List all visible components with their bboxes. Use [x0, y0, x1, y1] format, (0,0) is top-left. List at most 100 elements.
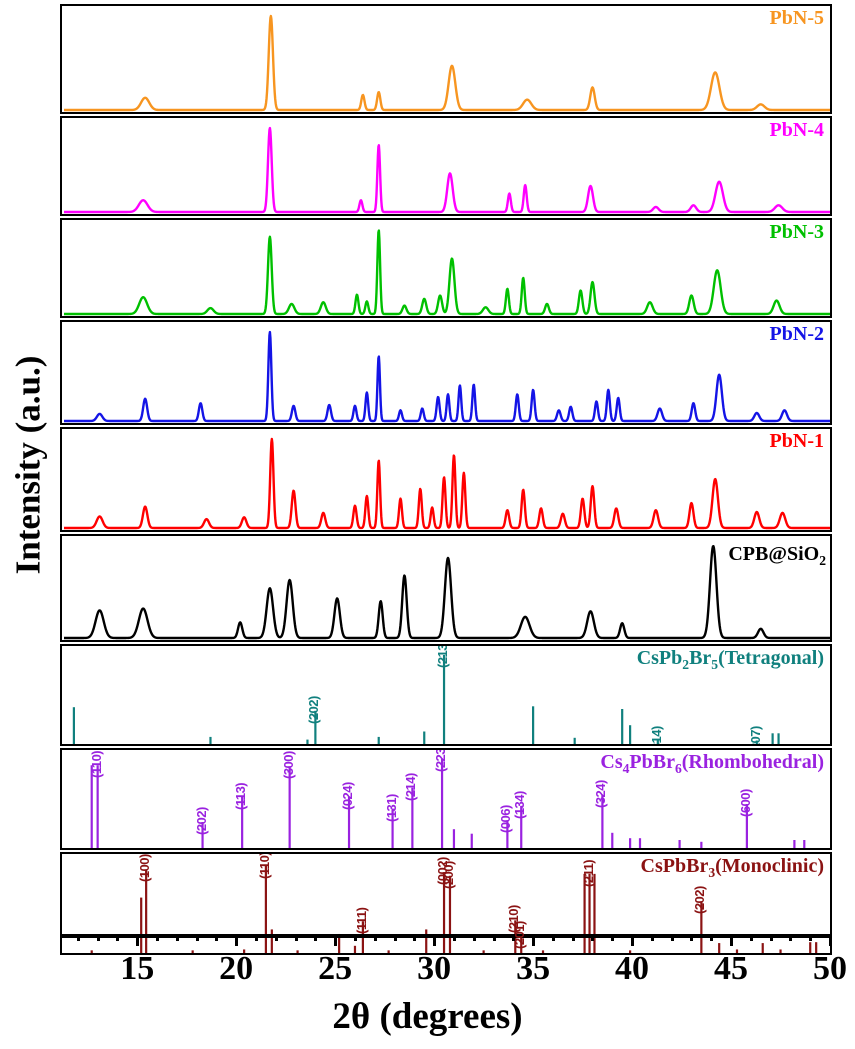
x-tick-major — [136, 934, 140, 946]
x-tick-major — [433, 934, 437, 946]
panel-label-pbn-4: PbN-4 — [769, 119, 824, 141]
x-axis — [60, 934, 832, 948]
x-tick-minor — [492, 934, 496, 941]
hkl-label: (113) — [233, 782, 249, 810]
panel-label-cspb2br5: CsPb2Br5(Tetragonal) — [636, 647, 824, 672]
panel-label-cpb-sio2: CPB@SiO2 — [728, 543, 826, 568]
x-tick-minor — [472, 934, 476, 941]
x-tick-minor — [769, 934, 773, 941]
panel-label-cspbbr3: CsPbBr3(Monoclinic) — [640, 855, 824, 880]
panel-label-pbn-2: PbN-2 — [769, 323, 824, 345]
hkl-label: (202) — [193, 807, 209, 835]
panel-pbn-5: PbN-5 — [60, 4, 832, 114]
panel-pbn-1: PbN-1 — [60, 427, 832, 532]
x-tick-minor — [274, 934, 278, 941]
x-tick-major — [730, 934, 734, 946]
hkl-label: (314) — [648, 725, 664, 746]
x-tick-minor — [175, 934, 179, 941]
x-tick-minor — [690, 934, 694, 941]
x-tick-label: 15 — [120, 950, 155, 987]
hkl-label: (110) — [256, 852, 272, 879]
panel-cs4pbbr6: (110) (202) (113) (300) (024) (131) (214) (223)… — [60, 748, 832, 850]
y-axis-label: Intensity (a.u.) — [0, 0, 56, 930]
hkl-label: (111) — [353, 907, 369, 935]
hkl-label: (100) — [137, 854, 153, 883]
hkl-label: (134) — [512, 790, 528, 819]
panel-pbn-2: PbN-2 — [60, 320, 832, 425]
x-tick-minor — [591, 934, 595, 941]
x-tick-minor — [215, 934, 219, 941]
x-tick-minor — [670, 934, 674, 941]
hkl-label: (207) — [747, 725, 763, 746]
xrd-curve — [64, 330, 830, 423]
hkl-label: (202) — [306, 695, 322, 724]
hkl-label: (024) — [340, 781, 356, 810]
panel-pbn-3: PbN-3 — [60, 218, 832, 318]
panel-label-pbn-3: PbN-3 — [769, 221, 824, 243]
x-tick-minor — [413, 934, 417, 941]
x-tick-minor — [254, 934, 258, 941]
x-tick-minor — [809, 934, 813, 941]
hkl-label: (213) — [435, 644, 451, 668]
hkl-label: (324) — [593, 780, 609, 808]
x-tick-minor — [571, 934, 575, 941]
x-tick-minor — [195, 934, 199, 941]
x-tick-major — [532, 934, 536, 946]
x-tick-major — [235, 934, 239, 946]
hkl-label: (131) — [383, 793, 399, 822]
x-tick-minor — [314, 934, 318, 941]
x-tick-minor — [96, 934, 100, 941]
x-tick-major — [829, 934, 832, 946]
x-tick-label: 40 — [615, 950, 650, 987]
x-tick-minor — [789, 934, 793, 941]
x-tick-minor — [116, 934, 120, 941]
x-tick-major — [334, 934, 338, 946]
x-tick-label: 25 — [318, 950, 353, 987]
hkl-label: (200) — [440, 860, 456, 889]
x-tick-label: 45 — [714, 950, 749, 987]
x-tick-minor — [650, 934, 654, 941]
xrd-curve — [64, 544, 830, 640]
hkl-label: (300) — [280, 751, 296, 780]
x-tick-minor — [373, 934, 377, 941]
hkl-label: (110) — [88, 751, 104, 779]
hkl-label: (202) — [692, 886, 708, 915]
x-tick-label: 20 — [219, 950, 254, 987]
x-axis-line — [60, 934, 832, 938]
x-tick-minor — [353, 934, 357, 941]
x-tick-label: 50 — [813, 950, 847, 987]
x-tick-minor — [551, 934, 555, 941]
x-axis-tick-labels: 15 20 25 30 35 40 45 50 — [0, 950, 855, 996]
hkl-label: (201) — [512, 920, 528, 949]
panel-cpb-sio2: CPB@SiO2 — [60, 534, 832, 642]
x-tick-label: 35 — [516, 950, 551, 987]
x-tick-minor — [76, 934, 80, 941]
x-tick-label: 30 — [417, 950, 452, 987]
hkl-label: (214) — [403, 772, 419, 801]
x-tick-minor — [611, 934, 615, 941]
x-tick-minor — [393, 934, 397, 941]
x-axis-label: 2θ (degrees) — [332, 996, 523, 1037]
panel-cspb2br5: (202) (213) (314) (207) CsPb2Br5(Tetragonal) — [60, 644, 832, 746]
panel-label-pbn-5: PbN-5 — [769, 7, 824, 29]
hkl-label: (600) — [737, 789, 753, 817]
x-tick-minor — [749, 934, 753, 941]
panel-label-cs4pbbr6: Cs4PbBr6(Rhombohedral) — [600, 751, 824, 776]
xrd-curve — [64, 229, 830, 316]
x-tick-minor — [294, 934, 298, 941]
y-axis-label-text: Intensity (a.u.) — [8, 355, 47, 575]
x-tick-minor — [512, 934, 516, 941]
xrd-curve — [64, 14, 830, 112]
xrd-curve — [64, 126, 830, 214]
x-tick-major — [631, 934, 635, 946]
panel-pbn-4: PbN-4 — [60, 116, 832, 216]
panel-label-pbn-1: PbN-1 — [769, 430, 824, 452]
x-tick-minor — [156, 934, 159, 941]
hkl-label: (211) — [580, 859, 596, 887]
x-tick-minor — [452, 934, 456, 941]
hkl-label: (223) — [433, 748, 449, 772]
xrd-curve — [64, 437, 830, 530]
panel-stack: PbN-5 PbN-4 PbN-3 PbN-2 PbN-1 CPB@SiO2 (202) (2… — [60, 4, 832, 955]
x-tick-minor — [710, 934, 714, 941]
